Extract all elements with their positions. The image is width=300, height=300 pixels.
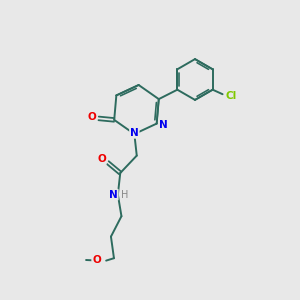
Text: O: O [97, 154, 106, 164]
Text: Cl: Cl [225, 91, 236, 101]
Text: N: N [130, 128, 139, 138]
Text: N: N [159, 120, 168, 130]
Text: N: N [109, 190, 118, 200]
Text: O: O [88, 112, 96, 122]
Text: H: H [121, 190, 128, 200]
Text: O: O [92, 255, 101, 265]
